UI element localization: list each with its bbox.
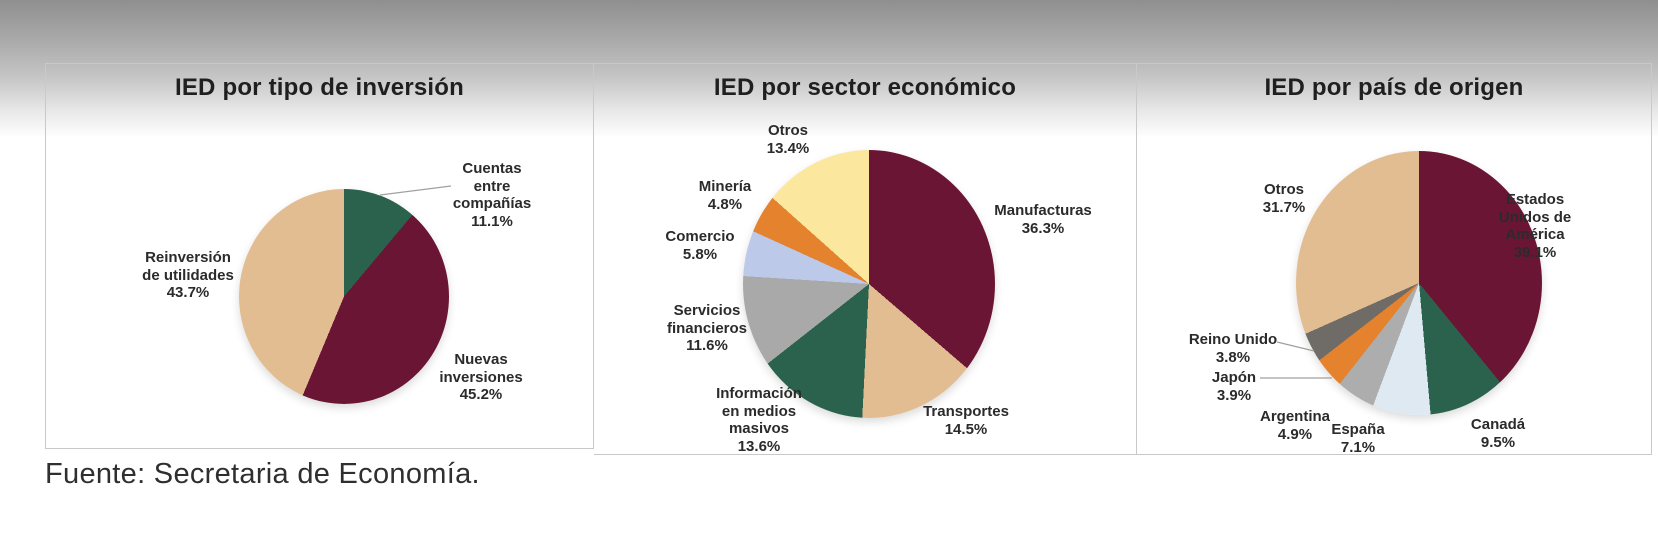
pie-label-manufacturas: Manufacturas 36.3% [994,202,1092,237]
pie-label-espana: España 7.1% [1331,421,1385,456]
pie-label-japon: Japón 3.9% [1211,369,1257,404]
pie-label-comercio: Comercio 5.8% [665,228,735,263]
pie-label-argentina: Argentina 4.9% [1259,408,1331,443]
pie-label-informacion-medios: Información en medios masivos 13.6% [716,385,802,455]
pie-label-canada: Canadá 9.5% [1470,416,1526,451]
source-note: Fuente: Secretaria de Economía. [45,458,480,490]
chart-title-tipo-inversion: IED por tipo de inversión [174,74,465,101]
pie-label-mineria: Minería 4.8% [698,178,752,213]
pie-label-servicios-financieros: Servicios financieros 11.6% [666,302,748,354]
pie-label-estados-unidos: Estados Unidos de América 39.1% [1498,191,1572,261]
pie-label-otros-sector: Otros 13.4% [766,122,810,157]
chart-panel-tipo-inversion: IED por tipo de inversión Cuentas entre … [45,63,594,449]
pie-tipo-inversion [239,189,449,404]
pie-label-otros-pais: Otros 31.7% [1262,181,1306,216]
pie-pais-origen [1296,151,1542,415]
pie-label-nuevas-inversiones: Nuevas inversiones 45.2% [439,351,523,403]
pie-label-reinversion-utilidades: Reinversión de utilidades 43.7% [142,249,234,301]
chart-panel-pais-origen: IED por país de origen Otros 31.7% Estad… [1137,63,1652,456]
pie-label-reino-unido: Reino Unido 3.8% [1188,331,1278,366]
chart-panel-sector-economico: IED por sector económico Otros 13.4% Min… [594,63,1137,455]
chart-title-pais-origen: IED por país de origen [1264,74,1524,101]
pie-label-cuentas-entre-companias: Cuentas entre compañías 11.1% [452,160,532,230]
pie-label-transportes: Transportes 14.5% [923,403,1009,438]
pie-sector-economico [743,150,995,418]
chart-title-sector-economico: IED por sector económico [713,74,1017,101]
